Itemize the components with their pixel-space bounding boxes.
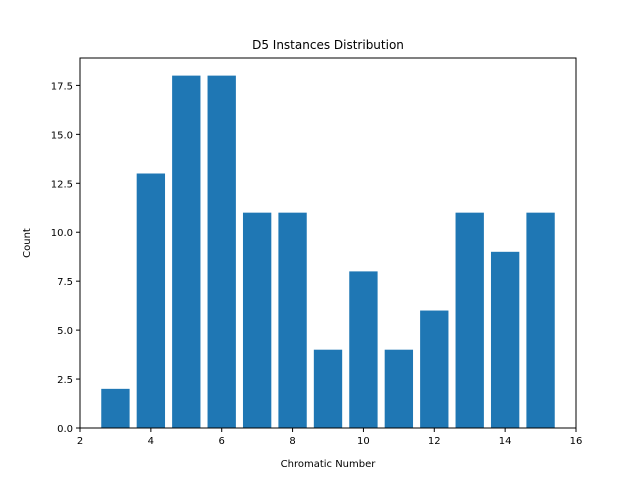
x-axis-ticks: 2 4 6 8 10 12 14 16 [77,428,583,447]
plot-frame [79,57,577,429]
x-tick-label: 6 [219,436,225,447]
bar-4 [136,173,166,428]
bar-3 [101,388,130,428]
y-tick-label: 5.0 [57,326,73,337]
y-tick-label: 17.5 [51,81,73,92]
x-tick-label: 14 [499,436,512,447]
y-axis-label: Count [22,228,33,258]
bar-15 [526,212,555,428]
y-tick-label: 0.0 [57,424,73,435]
bar-7 [242,212,272,428]
x-tick-label: 2 [77,436,83,447]
y-tick-label: 10.0 [51,228,73,239]
bar-12 [420,310,449,428]
bar-9 [313,349,343,428]
bars-group [101,75,555,428]
bar-10 [349,271,378,428]
bar-5 [172,75,201,428]
y-tick-label: 2.5 [57,375,73,386]
bar-8 [278,212,307,428]
bar-6 [207,75,236,428]
y-tick-label: 15.0 [51,130,73,141]
x-tick-label: 10 [357,436,370,447]
x-axis-label: Chromatic Number [281,459,377,470]
y-axis-ticks: 0.0 2.5 5.0 7.5 10.0 12.5 15.0 17.5 [51,81,80,435]
x-tick-label: 8 [289,436,295,447]
bar-11 [384,349,414,428]
x-tick-label: 16 [570,436,583,447]
bar-13 [455,212,484,428]
chart-title: D5 Instances Distribution [252,38,404,52]
y-tick-label: 7.5 [57,277,73,288]
y-tick-label: 12.5 [51,179,73,190]
x-tick-label: 4 [148,436,154,447]
bar-14 [490,251,520,428]
x-tick-label: 12 [428,436,441,447]
